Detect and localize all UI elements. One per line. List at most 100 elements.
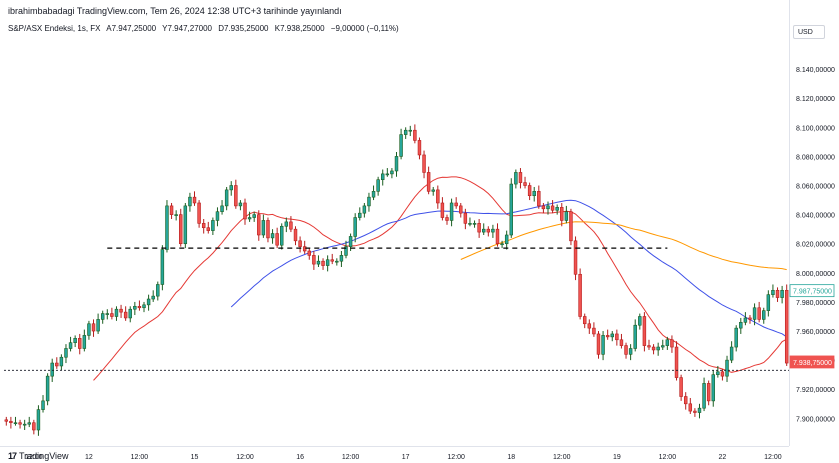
candle-body [353, 217, 357, 237]
candle-body [41, 400, 45, 410]
x-tick-label: 22 [719, 454, 727, 461]
candle-body [665, 339, 670, 346]
candle-body [495, 228, 500, 245]
candle-body [757, 307, 761, 320]
candle-body [270, 233, 275, 239]
publisher-line: ibrahimbabadagi TradingView.com, Tem 26,… [8, 6, 342, 16]
candle-body [87, 323, 91, 336]
candle-body [142, 304, 146, 309]
candle-body [459, 205, 463, 214]
candle-body [123, 311, 128, 319]
candle-body [215, 211, 220, 221]
candle-body [449, 202, 454, 221]
candle-body [647, 345, 651, 348]
candle-body [201, 223, 206, 229]
x-tick-label: 12:00 [553, 454, 571, 461]
candle-body [298, 240, 302, 247]
candle-body [45, 375, 50, 402]
y-tick-label: 8.020,00000 [796, 242, 835, 249]
candle-body [514, 172, 518, 185]
candle-body [784, 289, 789, 364]
candle-body [541, 205, 546, 210]
y-tick-label: 8.000,00000 [796, 271, 835, 278]
x-tick-label: 12:00 [659, 454, 677, 461]
candle-body [114, 308, 119, 317]
candle-body [64, 348, 68, 358]
candle-body [234, 185, 238, 207]
candle-body [615, 333, 619, 341]
candle-body [156, 284, 160, 297]
candle-body [688, 403, 693, 412]
candle-body [674, 346, 679, 378]
candle-body [569, 211, 573, 242]
candle-body [192, 196, 197, 204]
candle-body [523, 182, 527, 186]
candle-body [325, 259, 330, 266]
candle-body [179, 214, 183, 245]
candle-body [55, 362, 59, 367]
candle-body [339, 255, 344, 262]
candle-body [592, 327, 596, 335]
candle-body [481, 228, 486, 233]
candle-body [504, 234, 509, 245]
candle-body [252, 214, 256, 218]
candle-body [582, 316, 587, 325]
high-value: Y7.947,27000 [162, 24, 212, 33]
candle-body [78, 338, 82, 349]
candle-body [321, 260, 325, 266]
x-tick-label: 16 [296, 454, 304, 461]
x-tick-label: 12:00 [342, 454, 360, 461]
candle-body [716, 371, 720, 375]
candle-body [693, 410, 697, 413]
y-tick-label: 7.900,00000 [796, 416, 835, 423]
candle-body [440, 202, 445, 218]
x-axis-ticks: 12:00 12 12:00 15 12:00 16 12:00 17 12:00 18 12:00… [25, 454, 782, 461]
currency-button[interactable]: USD [793, 25, 825, 39]
candle-body [165, 205, 169, 250]
candle-body [284, 221, 289, 227]
candle-body [578, 273, 582, 317]
candle-body [739, 322, 743, 329]
candle-body [436, 189, 440, 204]
candle-body [367, 196, 371, 207]
candle-body [289, 221, 293, 230]
y-tick-label: 8.060,00000 [796, 184, 835, 191]
candle-body [27, 422, 31, 425]
price-label-box [789, 284, 835, 298]
candle-body [748, 317, 752, 320]
y-tick-label: 8.120,00000 [796, 96, 835, 103]
candle-body [454, 202, 458, 207]
candle-body [413, 129, 417, 141]
candle-body [385, 173, 390, 176]
candle-body [348, 236, 353, 247]
symbol-title[interactable]: S&P/ASX Endeksi, 1s, FX [8, 24, 101, 33]
change-value: −9,00000 (−0,11%) [330, 24, 399, 33]
x-tick-label: 12:00 [764, 454, 782, 461]
x-tick-label: 12:00 [447, 454, 465, 461]
candle-body [596, 333, 601, 355]
close-value: K7.938,25000 [274, 24, 325, 33]
candle-body [390, 170, 394, 175]
candle-body [275, 233, 279, 246]
candle-body [642, 316, 647, 346]
candle-body [527, 185, 532, 197]
candle-body [518, 172, 523, 183]
candle-body [752, 307, 757, 320]
candle-body [638, 316, 642, 326]
candle-body [197, 202, 201, 224]
candle-body [312, 255, 316, 265]
candle-body [555, 207, 559, 211]
candle-body [426, 172, 431, 192]
candle-body [670, 339, 674, 348]
brand-name: TradingView [19, 451, 69, 461]
price-label-text: 7.987,75000 [793, 289, 832, 296]
candle-body [224, 189, 229, 207]
candles [4, 124, 789, 436]
candle-body [661, 345, 665, 348]
candle-body [73, 338, 77, 343]
x-tick-label: 17 [402, 454, 410, 461]
candle-body [408, 129, 412, 132]
candle-body [573, 240, 578, 275]
